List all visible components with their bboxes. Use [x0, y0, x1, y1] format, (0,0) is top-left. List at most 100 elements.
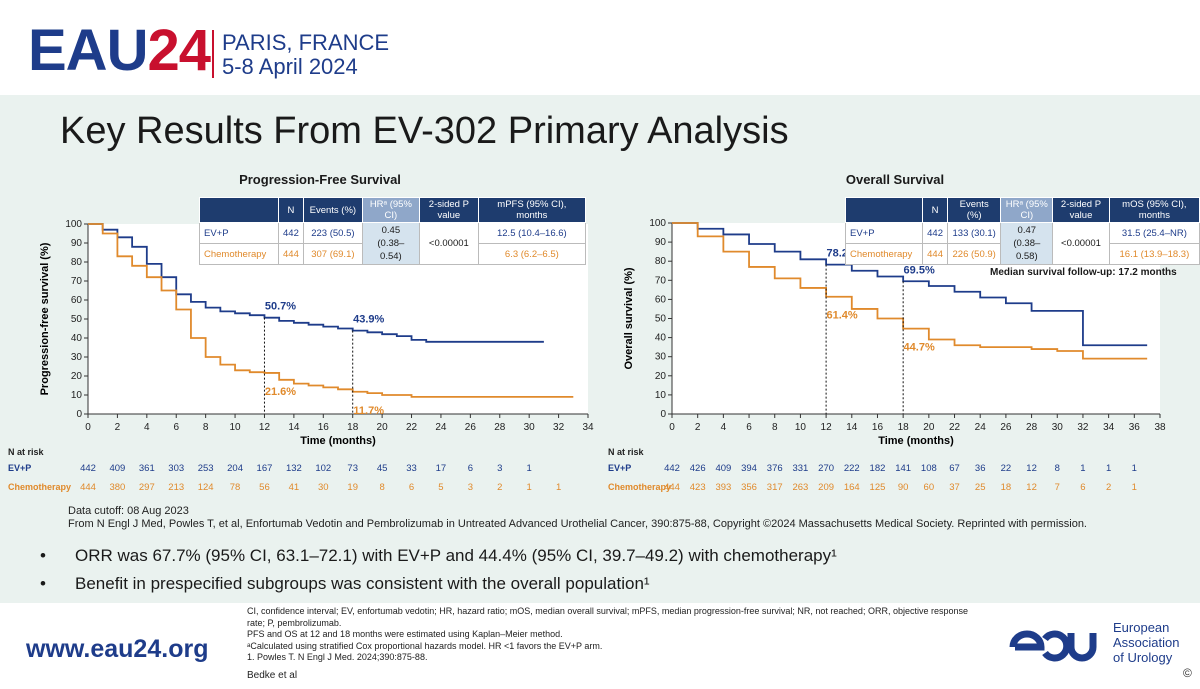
os-arm-evp: EV+P	[844, 222, 924, 244]
os-x-tick-label: 34	[1103, 422, 1115, 433]
pfs-events-header: Events (%)	[302, 197, 363, 223]
org-name-line1: European	[1113, 620, 1170, 635]
os-at-risk-value: 423	[690, 482, 706, 493]
os-at-risk-value: 90	[898, 482, 909, 493]
pfs-n-chemo: 444	[278, 243, 304, 265]
pfs-arm-evp: EV+P	[199, 222, 279, 244]
os-at-risk-value: 317	[767, 482, 783, 493]
os-y-tick-label: 10	[655, 390, 667, 401]
pfs-hr-value: 0.45	[381, 225, 401, 236]
slide-title: Key Results From EV-302 Primary Analysis	[60, 110, 789, 152]
pfs-x-tick-label: 18	[347, 422, 359, 433]
pfs-events-chemo: 307 (69.1)	[302, 243, 363, 265]
os-at-risk-value: 18	[1001, 482, 1012, 493]
pfs-at-risk-value: 17	[436, 463, 447, 474]
pfs-at-risk-value: 3	[468, 482, 473, 493]
os-at-risk-value: 6	[1080, 482, 1085, 493]
os-x-tick-label: 8	[772, 422, 778, 433]
pfs-y-tick-label: 20	[71, 371, 83, 382]
os-at-risk-value: 1	[1132, 482, 1137, 493]
pfs-x-tick-label: 20	[377, 422, 389, 433]
pfs-x-tick-label: 14	[288, 422, 300, 433]
pfs-at-risk-value: 124	[198, 482, 214, 493]
pfs-at-risk-value: 5	[438, 482, 443, 493]
congress-location: PARIS, FRANCE 5-8 April 2024	[222, 31, 389, 79]
os-events-chemo: 226 (50.9)	[946, 243, 1002, 265]
os-at-risk-value: 376	[767, 463, 783, 474]
os-x-tick-label: 26	[1000, 422, 1012, 433]
pfs-annotation-label: 50.7%	[265, 301, 296, 313]
median-followup: Median survival follow-up: 17.2 months	[990, 267, 1177, 278]
header: EAU24 PARIS, FRANCE 5-8 April 2024	[0, 0, 1200, 95]
os-at-risk-title: N at risk	[608, 447, 645, 457]
pfs-at-risk-value: 1	[556, 482, 561, 493]
pfs-at-risk-value: 442	[80, 463, 96, 474]
pfs-at-risk-value: 132	[286, 463, 302, 474]
pfs-at-risk-value: 167	[257, 463, 273, 474]
pfs-at-risk-value: 78	[230, 482, 241, 493]
os-x-tick-label: 0	[669, 422, 675, 433]
os-x-tick-label: 10	[795, 422, 807, 433]
pfs-at-risk-value: 8	[379, 482, 384, 493]
os-at-risk-value: 409	[715, 463, 731, 474]
pfs-y-tick-label: 80	[71, 257, 83, 268]
data-cutoff-block: Data cutoff: 08 Aug 2023 From N Engl J M…	[68, 505, 1087, 531]
os-n-header: N	[922, 197, 948, 223]
pfs-at-risk-row-label: EV+P	[8, 463, 31, 473]
os-summary-table: N Events (%) HRᵃ (95% CI) 2-sided P valu…	[844, 197, 1200, 265]
dates: 5-8 April 2024	[222, 54, 358, 79]
os-x-tick-label: 12	[821, 422, 833, 433]
pfs-at-risk-value: 6	[409, 482, 414, 493]
pfs-at-risk-value: 6	[468, 463, 473, 474]
pfs-median-evp: 12.5 (10.4–16.6)	[477, 222, 586, 244]
pfs-at-risk-value: 303	[168, 463, 184, 474]
pfs-at-risk-value: 3	[497, 463, 502, 474]
pfs-y-tick-label: 60	[71, 295, 83, 306]
footnote-abbreviations: CI, confidence interval; EV, enfortumab …	[247, 606, 968, 628]
os-at-risk-row-label: EV+P	[608, 463, 631, 473]
os-x-axis-title: Time (months)	[878, 435, 954, 447]
pfs-x-tick-label: 16	[318, 422, 330, 433]
os-y-tick-label: 100	[649, 218, 666, 229]
os-hr-header: HRᵃ (95% CI)	[1000, 197, 1054, 223]
os-at-risk-value: 12	[1026, 482, 1037, 493]
pfs-x-tick-label: 26	[465, 422, 477, 433]
pfs-x-tick-label: 0	[85, 422, 91, 433]
pfs-at-risk-value: 444	[80, 482, 96, 493]
pfs-at-risk-value: 253	[198, 463, 214, 474]
org-name-line3: of Urology	[1113, 650, 1173, 665]
pfs-median-header: mPFS (95% CI), months	[477, 197, 586, 223]
pfs-x-tick-label: 10	[229, 422, 241, 433]
os-hr-ci: (0.38–0.58)	[1013, 238, 1041, 262]
footer	[0, 603, 1200, 689]
city: PARIS, FRANCE	[222, 30, 390, 55]
pfs-arm-header	[199, 197, 279, 223]
os-y-axis-title: Overall survival (%)	[623, 267, 635, 369]
os-median-evp: 31.5 (25.4–NR)	[1108, 222, 1200, 244]
pfs-arm-chemo: Chemotherapy	[199, 243, 279, 265]
os-events-header: Events (%)	[946, 197, 1002, 223]
os-median-chemo: 16.1 (13.9–18.3)	[1108, 243, 1200, 265]
os-at-risk-value: 36	[975, 463, 986, 474]
os-x-tick-label: 24	[975, 422, 987, 433]
pfs-annotation-label: 21.6%	[265, 386, 296, 398]
os-y-tick-label: 50	[655, 314, 667, 325]
os-at-risk-value: 1	[1080, 463, 1085, 474]
os-x-tick-label: 36	[1129, 422, 1141, 433]
pfs-x-tick-label: 12	[259, 422, 271, 433]
os-at-risk-value: 125	[870, 482, 886, 493]
os-y-tick-label: 30	[655, 352, 667, 363]
pfs-hr-cell: 0.45 (0.38–0.54)	[361, 222, 420, 265]
os-x-tick-label: 32	[1077, 422, 1089, 433]
copyright-mark: ©	[1183, 666, 1192, 680]
os-at-risk-value: 141	[895, 463, 911, 474]
congress-url[interactable]: www.eau24.org	[26, 635, 209, 663]
os-y-tick-label: 40	[655, 333, 667, 344]
pfs-hr-header: HRᵃ (95% CI)	[361, 197, 420, 223]
os-y-tick-label: 20	[655, 371, 667, 382]
eau24-logo: EAU24	[28, 18, 211, 83]
eau-org-logo-icon	[1009, 630, 1097, 662]
os-x-tick-label: 2	[695, 422, 701, 433]
pfs-y-tick-label: 50	[71, 314, 83, 325]
pfs-at-risk-value: 1	[527, 482, 532, 493]
